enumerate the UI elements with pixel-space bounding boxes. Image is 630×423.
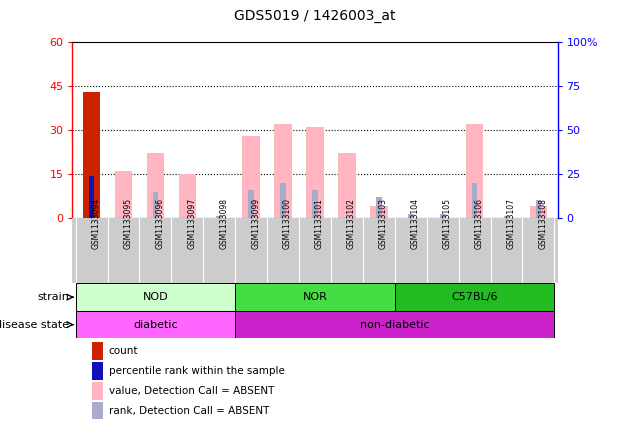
Bar [370,206,387,218]
Bar [83,92,100,218]
Bar [76,283,235,311]
Text: GSM1133101: GSM1133101 [315,198,324,249]
Bar [280,183,286,218]
Text: percentile rank within the sample: percentile rank within the sample [109,366,285,376]
Bar [92,402,103,420]
Bar [76,311,235,338]
Bar [235,283,395,311]
Bar [536,201,541,218]
Text: GSM1133103: GSM1133103 [379,198,388,249]
Bar [440,214,445,218]
Text: GDS5019 / 1426003_at: GDS5019 / 1426003_at [234,9,396,23]
Bar [152,192,158,218]
Bar [312,190,318,218]
Bar [306,127,324,218]
Bar [395,283,554,311]
Text: GSM1133108: GSM1133108 [539,198,547,249]
Text: C57BL/6: C57BL/6 [451,292,498,302]
Text: strain: strain [37,292,69,302]
Text: GSM1133105: GSM1133105 [443,198,452,249]
Bar [274,124,292,218]
Bar [338,154,356,218]
Bar [376,197,382,218]
Text: rank, Detection Call = ABSENT: rank, Detection Call = ABSENT [109,406,269,416]
Bar [115,171,132,218]
Text: GSM1133097: GSM1133097 [187,198,197,249]
Bar [243,136,260,218]
Text: GSM1133102: GSM1133102 [347,198,356,249]
Text: disease state: disease state [0,320,69,330]
Bar [92,362,103,380]
Text: non-diabetic: non-diabetic [360,320,430,330]
Bar [466,124,483,218]
Bar [408,214,414,218]
Text: GSM1133095: GSM1133095 [123,198,132,249]
Bar [235,311,554,338]
Text: GSM1133098: GSM1133098 [219,198,228,249]
Text: GSM1133107: GSM1133107 [507,198,515,249]
Bar [472,183,478,218]
Text: GSM1133099: GSM1133099 [251,198,260,249]
Bar [92,342,103,360]
Text: NOR: NOR [302,292,328,302]
Bar [216,216,222,218]
Text: diabetic: diabetic [133,320,178,330]
Text: GSM1133100: GSM1133100 [283,198,292,249]
Bar [147,154,164,218]
Bar [530,206,547,218]
Text: GSM1133106: GSM1133106 [474,198,484,249]
Text: value, Detection Call = ABSENT: value, Detection Call = ABSENT [109,386,274,396]
Text: GSM1133096: GSM1133096 [156,198,164,249]
Text: GSM1133104: GSM1133104 [411,198,420,249]
Text: NOD: NOD [142,292,168,302]
Text: GSM1133094: GSM1133094 [91,198,101,249]
Bar [503,216,510,218]
Bar [92,382,103,400]
Bar [178,174,196,218]
Text: count: count [109,346,139,356]
Bar [248,190,254,218]
Bar [89,176,94,218]
